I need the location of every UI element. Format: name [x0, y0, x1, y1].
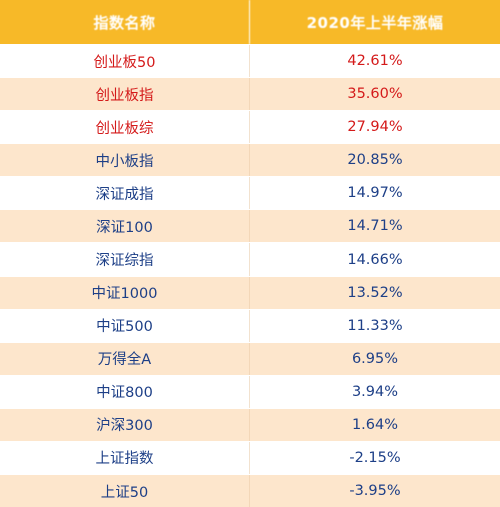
table-row: 深证成指 14.97% [0, 176, 500, 210]
index-name-cell: 深证成指 [0, 177, 250, 210]
table-header: 指数名称 2020年上半年涨幅 [0, 0, 500, 44]
table-row: 深证综指 14.66% [0, 242, 500, 276]
return-value-cell: 13.52% [347, 284, 403, 301]
index-name-cell: 上证50 [0, 475, 250, 507]
return-value-cell: 14.66% [347, 251, 403, 268]
header-index-name: 指数名称 [0, 0, 250, 44]
index-name-cell: 上证指数 [0, 441, 250, 475]
index-name-cell: 深证综指 [0, 243, 250, 276]
table-row: 中证500 11.33% [0, 308, 500, 342]
table-row: 中证1000 13.52% [0, 275, 500, 309]
return-value-cell: 1.64% [351, 416, 399, 433]
table-row: 创业板综 27.94% [0, 110, 500, 144]
return-value-cell: 6.95% [351, 350, 399, 367]
table-row: 上证指数 -2.15% [0, 440, 500, 475]
table-row: 创业板指 35.60% [0, 77, 500, 111]
table-row: 上证50 -3.95% [0, 474, 500, 507]
return-value-cell: 42.61% [347, 53, 403, 70]
index-name-cell: 创业板综 [0, 111, 250, 144]
index-name-cell: 创业板指 [0, 78, 250, 111]
table-row: 沪深300 1.64% [0, 407, 500, 441]
index-name-cell: 中小板指 [0, 144, 250, 177]
index-name-cell: 深证100 [0, 210, 250, 243]
return-value-cell: 14.97% [347, 185, 403, 202]
return-value-cell: -2.15% [349, 449, 401, 466]
index-name-cell: 中证1000 [0, 276, 250, 309]
table-body: 创业板50 42.61% 创业板指 35.60% 创业板综 27.94% 中小板指 20.85… [0, 44, 500, 507]
return-value-cell: 14.71% [347, 218, 403, 235]
header-return: 2020年上半年涨幅 [306, 13, 444, 32]
return-value-cell: 11.33% [347, 317, 403, 334]
index-name-cell: 中证800 [0, 375, 250, 408]
return-value-cell: 27.94% [347, 119, 403, 136]
return-value-cell: 20.85% [347, 152, 403, 169]
index-name-cell: 沪深300 [0, 408, 250, 441]
index-name-cell: 万得全A [0, 342, 250, 375]
table-row: 创业板50 42.61% [0, 44, 500, 78]
table-row: 中证800 3.94% [0, 374, 500, 408]
table-row: 万得全A 6.95% [0, 341, 500, 375]
table-row: 中小板指 20.85% [0, 143, 500, 177]
table-row: 深证100 14.71% [0, 209, 500, 243]
return-value-cell: -3.95% [349, 483, 401, 500]
index-name-cell: 创业板50 [0, 45, 250, 78]
index-name-cell: 中证500 [0, 309, 250, 342]
return-value-cell: 3.94% [351, 383, 399, 400]
return-value-cell: 35.60% [347, 86, 403, 103]
